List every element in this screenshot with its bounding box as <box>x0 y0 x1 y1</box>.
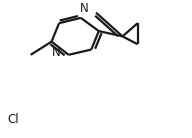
Text: N: N <box>80 2 89 15</box>
Text: N: N <box>52 46 61 59</box>
Text: Cl: Cl <box>7 113 19 126</box>
